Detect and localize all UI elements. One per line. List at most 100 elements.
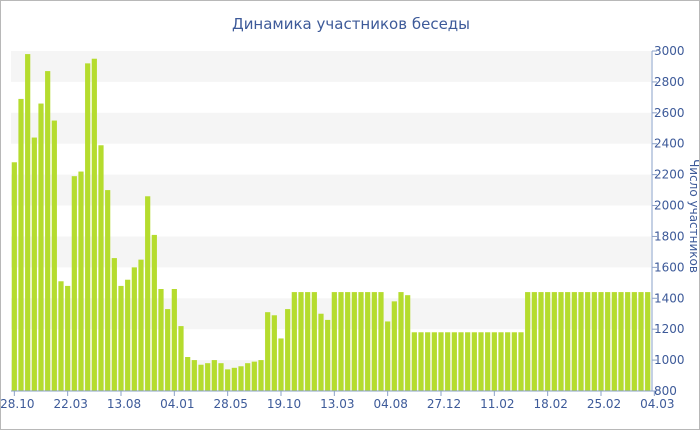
bar xyxy=(605,292,611,391)
bar xyxy=(505,332,511,391)
bar xyxy=(325,319,331,391)
bar xyxy=(198,364,204,391)
bar xyxy=(611,292,617,391)
bar xyxy=(471,332,477,391)
bar xyxy=(405,295,411,391)
chart-title: Динамика участников беседы xyxy=(231,15,471,33)
bar xyxy=(398,292,404,391)
bar xyxy=(465,332,471,391)
bar xyxy=(445,332,451,391)
bar xyxy=(105,190,111,391)
bar xyxy=(265,312,271,391)
bar xyxy=(71,176,77,391)
bar xyxy=(218,363,224,391)
bar xyxy=(538,292,544,391)
bar xyxy=(145,196,151,391)
bar xyxy=(98,145,104,391)
bar xyxy=(225,369,231,391)
bar xyxy=(278,338,284,391)
bar xyxy=(298,292,304,391)
grid-band xyxy=(11,174,651,206)
y-tick-label: 1000 xyxy=(654,353,685,367)
bar xyxy=(638,292,644,391)
y-axis-label: Число участников xyxy=(687,159,700,273)
bar xyxy=(311,292,317,391)
bar xyxy=(545,292,551,391)
bar xyxy=(158,289,164,391)
bar xyxy=(625,292,631,391)
y-tick-label: 1400 xyxy=(654,291,685,305)
y-tick-label: 1800 xyxy=(654,229,685,243)
bar xyxy=(565,292,571,391)
bar xyxy=(178,326,184,391)
bar xyxy=(491,332,497,391)
bar xyxy=(258,360,264,391)
bar xyxy=(345,292,351,391)
bar xyxy=(338,292,344,391)
bar xyxy=(211,360,217,391)
x-tick-label: 04.03 xyxy=(640,397,674,411)
bar xyxy=(138,259,144,391)
x-tick-label: 19.10 xyxy=(267,397,301,411)
bar xyxy=(318,313,324,391)
y-tick-label: 2800 xyxy=(654,75,685,89)
bar xyxy=(291,292,297,391)
bar xyxy=(498,332,504,391)
bar xyxy=(438,332,444,391)
x-tick-label: 13.08 xyxy=(107,397,141,411)
y-tick-label: 1200 xyxy=(654,322,685,336)
bar xyxy=(571,292,577,391)
bar xyxy=(51,120,57,392)
bar xyxy=(125,279,131,391)
bar xyxy=(271,315,277,391)
x-tick-label: 22.03 xyxy=(53,397,87,411)
bar xyxy=(385,321,391,391)
bar xyxy=(425,332,431,391)
x-tick-label: 25.02 xyxy=(587,397,621,411)
bar xyxy=(558,292,564,391)
bar xyxy=(245,363,251,391)
bar xyxy=(38,103,44,392)
y-axis: 800 1000 1200 1400 1600 1800 2000 2200 2400 2600 2… xyxy=(651,44,685,398)
x-tick-label: 27.12 xyxy=(427,397,461,411)
bar xyxy=(631,292,637,391)
bar xyxy=(185,357,191,391)
y-tick-label: 2200 xyxy=(654,168,685,182)
bar xyxy=(578,292,584,391)
bar xyxy=(205,363,211,391)
bar xyxy=(11,162,17,391)
x-tick-label: 11.02 xyxy=(480,397,514,411)
bar xyxy=(305,292,311,391)
bar xyxy=(251,361,257,391)
bar xyxy=(391,301,397,391)
grid-band xyxy=(11,298,651,330)
y-tick-label: 3000 xyxy=(654,44,685,58)
bar xyxy=(418,332,424,391)
bar xyxy=(285,309,291,391)
bar xyxy=(585,292,591,391)
x-tick-label: 28.05 xyxy=(213,397,247,411)
bar xyxy=(371,292,377,391)
bar xyxy=(598,292,604,391)
bar xyxy=(111,258,117,391)
x-tick-label: 18.02 xyxy=(533,397,567,411)
y-tick-label: 2400 xyxy=(654,137,685,151)
bar xyxy=(331,292,337,391)
bar xyxy=(171,289,177,391)
grid-band xyxy=(11,360,651,391)
bar xyxy=(25,54,31,392)
bar xyxy=(525,292,531,391)
grid-band xyxy=(11,236,651,268)
bar xyxy=(458,332,464,391)
bar xyxy=(511,332,517,391)
bar xyxy=(231,367,237,391)
grid-band xyxy=(11,51,651,82)
bar xyxy=(31,137,37,391)
bar xyxy=(58,281,64,391)
y-tick-label: 2600 xyxy=(654,106,685,120)
bar xyxy=(485,332,491,391)
bar xyxy=(365,292,371,391)
bar xyxy=(431,332,437,391)
